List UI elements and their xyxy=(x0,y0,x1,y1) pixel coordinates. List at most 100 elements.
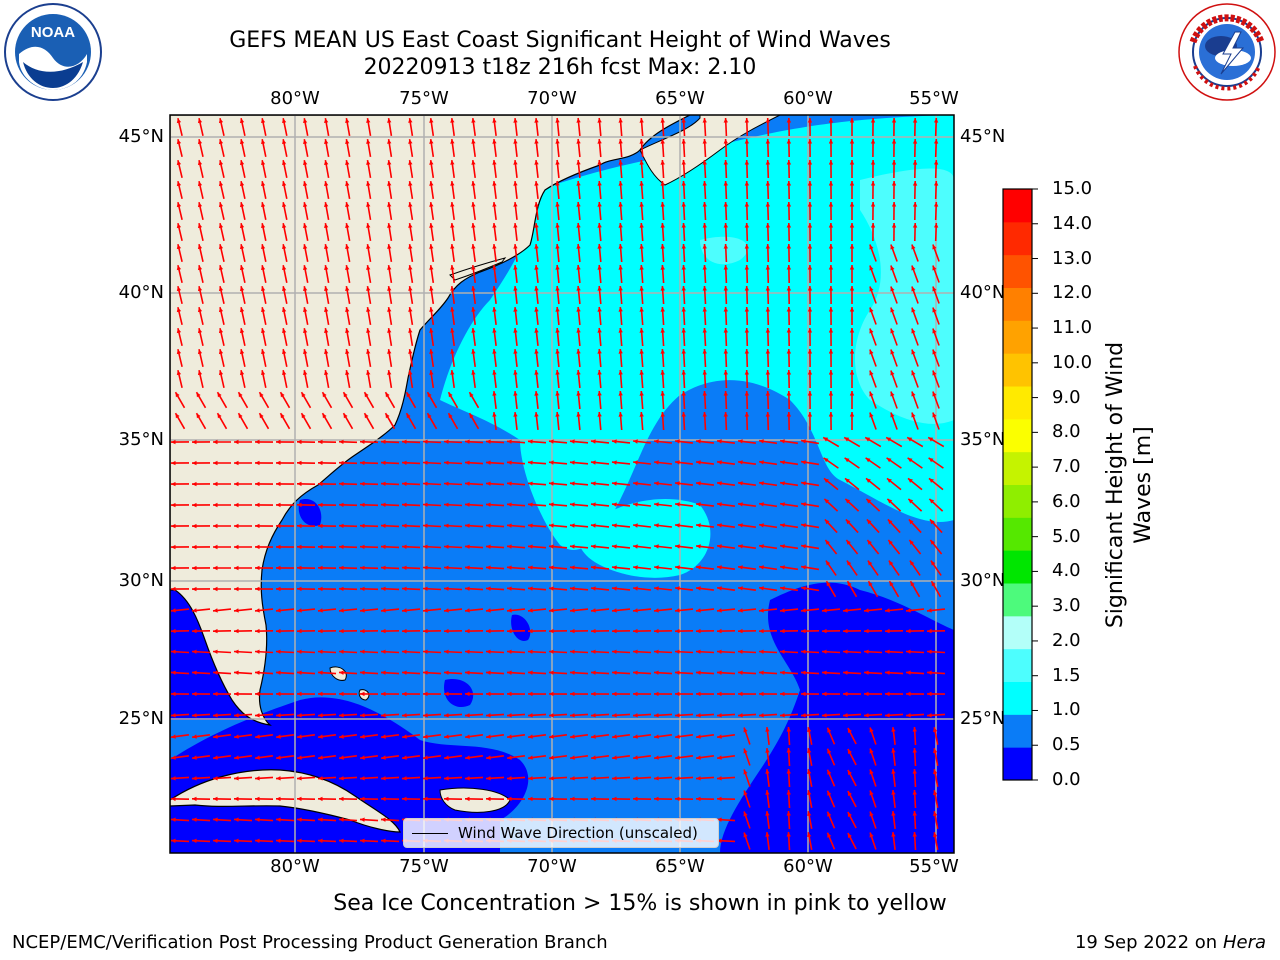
wave-direction-arrowhead xyxy=(675,586,680,591)
wave-direction-arrowhead xyxy=(846,560,852,566)
wave-direction-arrowhead xyxy=(843,713,848,718)
land-north-america xyxy=(170,115,691,726)
wave-direction-arrowhead xyxy=(255,796,260,802)
wave-direction-arrowhead xyxy=(723,370,728,375)
wave-direction-arrowhead xyxy=(597,391,602,396)
wave-direction-arrowhead xyxy=(870,139,876,144)
wave-direction-arrowhead xyxy=(702,244,707,249)
wave-direction-arrowhead xyxy=(887,519,893,525)
wave-direction-arrowhead xyxy=(660,370,665,375)
wave-direction-arrowhead xyxy=(360,608,365,613)
lat-label-left: 40°N xyxy=(118,282,164,303)
wave-direction-arrowhead xyxy=(744,160,749,165)
wave-direction-arrowhead xyxy=(234,691,239,697)
wave-direction-arrowhead xyxy=(654,796,659,802)
wave-direction-arrowhead xyxy=(759,670,764,675)
wave-direction-arrowhead xyxy=(408,265,413,270)
wave-direction-arrowhead xyxy=(276,565,281,571)
colorbar-segment xyxy=(1003,287,1032,321)
wave-direction-arrowhead xyxy=(261,118,266,123)
wave-direction-arrowhead xyxy=(786,748,791,753)
wave-direction-arrowhead xyxy=(528,481,533,486)
wave-direction-arrowhead xyxy=(912,160,918,165)
wave-direction-arrowhead xyxy=(738,649,743,654)
wave-direction-arrowhead xyxy=(381,670,386,675)
wave-direction-arrowhead xyxy=(465,608,470,613)
wave-direction-arrowhead xyxy=(171,608,176,613)
wave-direction-arrowhead xyxy=(849,202,855,207)
wave-direction-arrowhead xyxy=(218,265,224,271)
wave-direction-arrowhead xyxy=(218,244,224,250)
wave-direction-arrowhead xyxy=(612,586,617,591)
wave-direction-arrowhead xyxy=(239,370,245,376)
wave-direction-arrowhead xyxy=(618,223,623,228)
wave-direction-arrowhead xyxy=(197,244,203,250)
wave-direction-arrowhead xyxy=(639,139,644,144)
wave-direction-arrowhead xyxy=(255,670,260,675)
wave-direction-arrowhead xyxy=(780,691,785,697)
wave-direction-arrowhead xyxy=(465,502,470,507)
wave-direction-arrowhead xyxy=(597,286,602,291)
wave-direction-arrowhead xyxy=(402,586,407,591)
wave-direction-arrowhead xyxy=(675,439,680,444)
wave-direction-arrowhead xyxy=(213,608,218,613)
wave-direction-arrowhead xyxy=(218,328,224,334)
wave-direction-arrowhead xyxy=(366,118,371,123)
wave-direction-arrowhead xyxy=(847,833,852,838)
lon-label-bottom: 60°W xyxy=(783,856,833,877)
wave-direction-arrowhead xyxy=(513,349,518,354)
wave-direction-arrowhead xyxy=(486,544,491,549)
wave-direction-arrowhead xyxy=(570,439,575,444)
wave-direction-arrowhead xyxy=(801,460,806,465)
wave-direction-arrowhead xyxy=(869,265,874,271)
wind-wave-vectors xyxy=(170,117,946,851)
wave-direction-arrowhead xyxy=(197,118,203,124)
wave-direction-arrowhead xyxy=(234,608,239,613)
wave-direction-arrowhead xyxy=(297,460,302,466)
wave-direction-arrowhead xyxy=(171,586,176,592)
wave-direction-arrowhead xyxy=(218,286,224,292)
wave-direction-arrowhead xyxy=(423,502,428,507)
wave-direction-arrowhead xyxy=(276,628,281,634)
colorbar-tick-label: 11.0 xyxy=(1052,317,1093,339)
wave-direction-arrowhead xyxy=(828,118,834,123)
wave-direction-arrowhead xyxy=(891,832,896,837)
wave-direction-arrowhead xyxy=(765,181,770,186)
wave-direction-arrowhead xyxy=(297,481,302,487)
wave-direction-arrowhead xyxy=(197,328,203,334)
colorbar-segment xyxy=(1003,747,1032,781)
wave-direction-arrowhead xyxy=(870,118,876,123)
wave-direction-arrowhead xyxy=(549,628,554,634)
wave-direction-arrowhead xyxy=(807,349,813,354)
wave-direction-arrowhead xyxy=(555,118,560,123)
wave-direction-arrowhead xyxy=(825,560,831,566)
land-cuba xyxy=(170,769,401,833)
wave-direction-arrowhead xyxy=(890,391,895,397)
wave-direction-arrowhead xyxy=(176,139,182,145)
wave-direction-arrowhead xyxy=(197,265,203,271)
wave-direction-arrowhead xyxy=(549,481,554,486)
wave-direction-arrowhead xyxy=(849,391,855,396)
wave-direction-arrowhead xyxy=(297,776,302,781)
wave-direction-arrowhead xyxy=(759,565,764,570)
wave-direction-arrowhead xyxy=(387,286,392,291)
wave-direction-arrowhead xyxy=(301,413,306,419)
wave-direction-arrowhead xyxy=(555,307,560,312)
wave-direction-arrowhead xyxy=(239,118,245,124)
wave-direction-arrowhead xyxy=(555,139,560,144)
wave-direction-arrowhead xyxy=(828,391,834,396)
wave-direction-arrowhead xyxy=(276,734,281,739)
wave-direction-arrowhead xyxy=(339,649,344,654)
wave-direction-arrowhead xyxy=(549,796,554,802)
wave-direction-arrowhead xyxy=(759,544,764,549)
wave-direction-arrowhead xyxy=(702,202,707,207)
wave-direction-arrowhead xyxy=(366,370,371,375)
wave-direction-arrowhead xyxy=(534,307,539,312)
wave-direction-arrowhead xyxy=(528,796,533,802)
wave-direction-arrowhead xyxy=(549,460,554,465)
wave-direction-arrowhead xyxy=(492,244,497,249)
wave-direction-arrowhead xyxy=(213,628,218,634)
wave-direction-arrowhead xyxy=(744,349,749,354)
wave-direction-arrowhead xyxy=(318,608,323,613)
colorbar-tick-label: 1.5 xyxy=(1052,664,1081,686)
